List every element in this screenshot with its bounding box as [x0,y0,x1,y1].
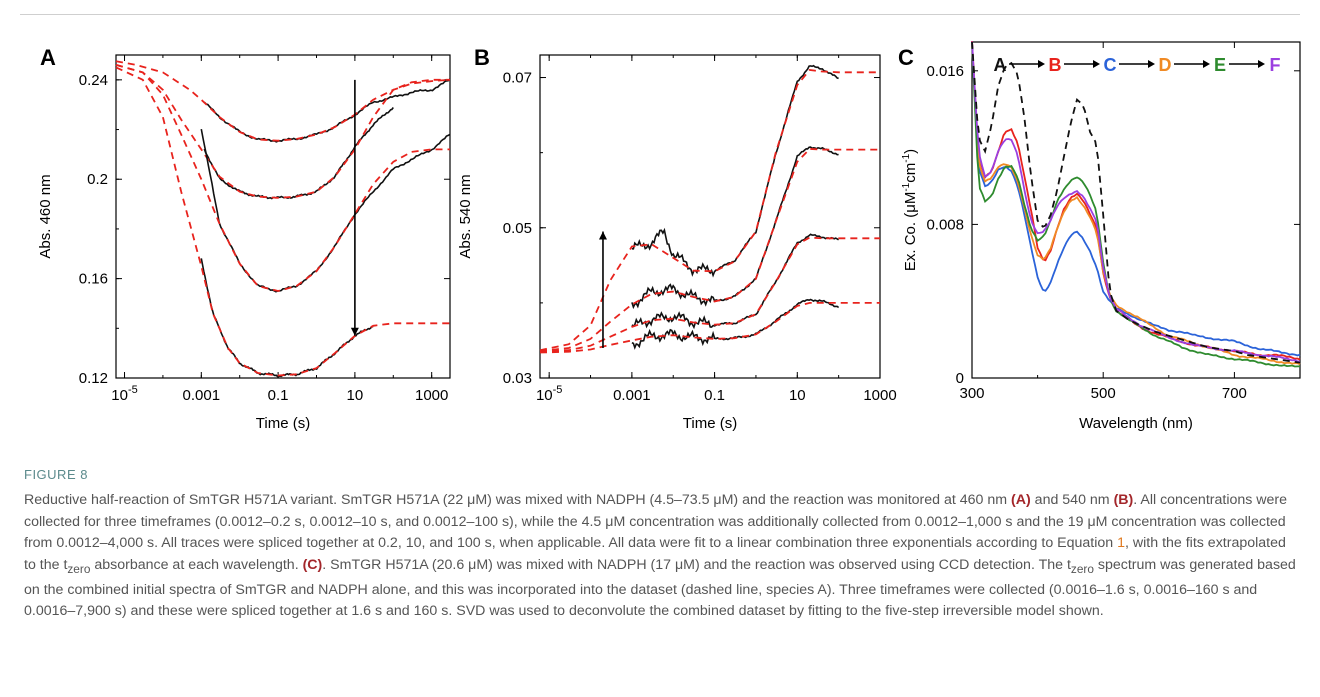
y-tick-label: 0.24 [79,72,108,89]
caption-ref-b[interactable]: (B) [1113,492,1134,508]
x-tick-label: 10-5 [536,384,562,404]
y-axis-label: Abs. 540 nm [457,174,474,258]
data-trace [203,78,451,143]
caption-subscript: zero [1070,561,1094,576]
scheme-species-e: E [1214,55,1226,75]
caption-subscript: zero [67,561,91,576]
spectrum-a [971,41,1301,364]
y-tick-label: 0.16 [79,271,108,288]
caption-ref-a[interactable]: (A) [1011,492,1031,508]
scheme-species-f: F [1270,55,1281,75]
panel-letter: C [898,45,914,70]
y-tick-label: 0.05 [503,220,532,237]
spectrum-d [971,42,1301,366]
x-tick-label: 300 [959,385,984,402]
caption-run: . SmTGR H571A (20.6 μM) was mixed with N… [322,556,1071,573]
x-tick-label: 10-5 [111,384,137,404]
caption-run: , with the fits extrapolated to the t [24,535,1286,573]
figure-8: A 10-5 0.001 0.1 10 1000 0.12 0.16 0.2 0.24 Time (… [37,40,1301,432]
data-trace [631,146,839,310]
x-axis-label: Wavelength (nm) [1079,415,1193,432]
caption-run: . All concentrations were collected for … [24,492,1288,551]
scheme-arrow-head [1038,60,1045,68]
x-tick-label: 10 [347,387,364,404]
plot-frame [539,54,881,379]
y-tick-label: 0.03 [503,370,532,387]
y-tick-label: 0.12 [79,370,108,387]
y-axis-label: Ex. Co. (μM-1cm-1) [901,149,919,271]
data-trace [631,233,840,330]
data-trace [200,128,451,293]
y-tick-label: 0.016 [926,63,964,80]
x-tick-label: 0.001 [613,387,651,404]
x-tick-label: 10 [789,387,806,404]
fit-curve [539,236,880,353]
scheme-arrow-head [1203,60,1210,68]
caption-text: Reductive half-reaction of SmTGR H571A v… [24,490,1299,623]
y-tick-label: 0.07 [503,70,532,87]
scheme-arrow-head [1258,60,1265,68]
top-rule [20,14,1300,15]
scheme-species-b: B [1049,55,1062,75]
caption-run: Reductive half-reaction of SmTGR H571A v… [24,492,1012,508]
panel-a: A 10-5 0.001 0.1 10 1000 0.12 0.16 0.2 0.24 Time (… [37,45,451,432]
data-trace [631,298,840,350]
spectrum-c [971,42,1301,357]
panel-letter: A [40,45,56,70]
data-trace [203,107,394,200]
scheme-arrow-head [1093,60,1100,68]
fit-curve [115,64,450,199]
y-tick-label: 0.008 [926,216,964,233]
data-trace [200,258,374,378]
x-tick-label: 1000 [415,387,448,404]
panel-letter: B [474,45,490,70]
scheme-arrow-head [1148,60,1155,68]
data-trace [631,64,839,278]
x-tick-label: 0.001 [183,387,221,404]
fit-curve [539,147,880,352]
x-tick-label: 0.1 [704,387,725,404]
x-axis-label: Time (s) [256,415,310,432]
fit-curve [115,66,450,377]
scheme-species-c: C [1104,55,1117,75]
x-tick-label: 0.1 [268,387,289,404]
caption-label: FIGURE 8 [24,467,88,482]
caption-equation-link[interactable]: 1 [1117,535,1126,551]
fit-curve [539,69,880,352]
y-tick-label: 0 [956,370,964,387]
panel-c: C 300 500 700 0 0.008 0.016 Wavelength (nm) Ex. … [898,40,1301,432]
scheme-species-d: D [1159,55,1172,75]
arrow-head [598,231,607,240]
x-tick-label: 1000 [863,387,896,404]
figure-caption: FIGURE 8 Reductive half-reaction of SmTG… [24,467,1299,623]
fit-curve [115,64,450,292]
y-tick-label: 0.2 [87,171,108,188]
plot-frame [115,54,451,379]
scheme-species-a: A [994,55,1007,75]
caption-run: and 540 nm [1030,492,1114,508]
plot-frame [971,41,1301,379]
caption-ref-c[interactable]: (C) [302,556,323,573]
x-axis-label: Time (s) [683,415,737,432]
arrow-head [350,327,359,336]
caption-run: spectrum was generated based on the comb… [24,556,1296,620]
x-tick-label: 500 [1091,385,1116,402]
fit-curve [115,60,451,142]
x-tick-label: 700 [1222,385,1247,402]
caption-run: absorbance at each wavelength. [90,556,303,573]
y-axis-label: Abs. 460 nm [37,174,54,258]
panel-b: B 10-5 0.001 0.1 10 1000 0.03 0.05 0.07 Time (s) A… [457,45,897,432]
